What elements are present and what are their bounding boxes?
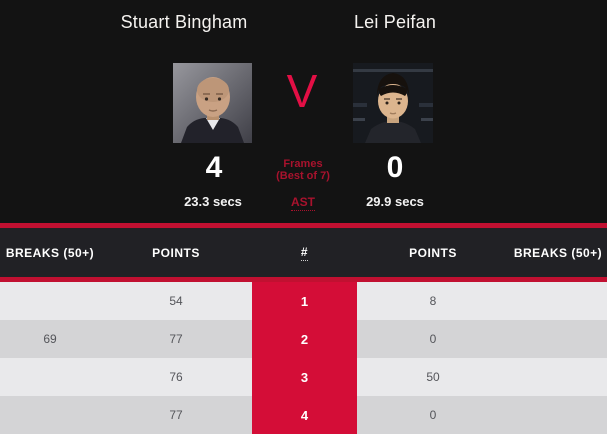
- match-summary: Stuart Bingham Lei Peifan: [120, 12, 437, 211]
- frame-row-1: 54 1 8: [0, 282, 607, 320]
- frame-number-cell: 4: [252, 396, 357, 434]
- column-header-frame-number[interactable]: #: [252, 245, 357, 261]
- frame-number-cell: 3: [252, 358, 357, 396]
- p1-breaks-cell: 69: [0, 320, 100, 358]
- p1-points-cell: 76: [100, 358, 252, 396]
- frame-number-abbreviation[interactable]: #: [300, 244, 309, 261]
- column-header-breaks-p1: BREAKS (50+): [5, 245, 95, 260]
- frames-label-line2: (Best of 7): [276, 170, 330, 182]
- p1-breaks-cell: [0, 282, 100, 320]
- frame-row-4: 77 4 0: [0, 396, 607, 434]
- frame-row-3: 76 3 50: [0, 358, 607, 396]
- p2-breaks-cell: [509, 282, 607, 320]
- p2-points-cell: 0: [357, 320, 509, 358]
- frames-label-line1: Frames: [283, 158, 323, 170]
- column-header-breaks-p2: BREAKS (50+): [513, 245, 603, 260]
- frame-row-2: 69 77 2 0: [0, 320, 607, 358]
- p2-points-cell: 0: [357, 396, 509, 434]
- p1-breaks-cell: [0, 396, 100, 434]
- player2-name: Lei Peifan: [353, 12, 437, 32]
- player1-name: Stuart Bingham: [120, 12, 248, 32]
- frame-number-cell: 2: [252, 320, 357, 358]
- frames-best-of-label: Frames (Best of 7): [276, 158, 330, 182]
- p1-points-cell: 77: [100, 320, 252, 358]
- player1-photo: [173, 63, 252, 143]
- p1-breaks-cell: [0, 358, 100, 396]
- player1-frame-score: 4: [205, 151, 223, 184]
- red-divider-bottom: [0, 277, 607, 282]
- player1-avg-shot-time: 23.3 secs: [184, 194, 242, 209]
- p2-breaks-cell: [509, 320, 607, 358]
- player2-photo: [353, 63, 433, 143]
- p2-points-cell: 50: [357, 358, 509, 396]
- versus-label: V: [286, 65, 318, 117]
- p1-points-cell: 54: [100, 282, 252, 320]
- p1-points-cell: 77: [100, 396, 252, 434]
- player2-avg-shot-time: 29.9 secs: [366, 194, 424, 209]
- p2-breaks-cell: [509, 358, 607, 396]
- p2-points-cell: 8: [357, 282, 509, 320]
- column-header-points-p1: POINTS: [152, 245, 200, 260]
- player2-frame-score: 0: [386, 151, 404, 184]
- frame-number-cell: 1: [252, 282, 357, 320]
- column-header-points-p2: POINTS: [409, 245, 457, 260]
- ast-abbreviation[interactable]: AST: [291, 195, 315, 211]
- frames-table-header: BREAKS (50+) POINTS # POINTS BREAKS (50+…: [0, 228, 607, 277]
- red-divider-top: [0, 223, 607, 228]
- p2-breaks-cell: [509, 396, 607, 434]
